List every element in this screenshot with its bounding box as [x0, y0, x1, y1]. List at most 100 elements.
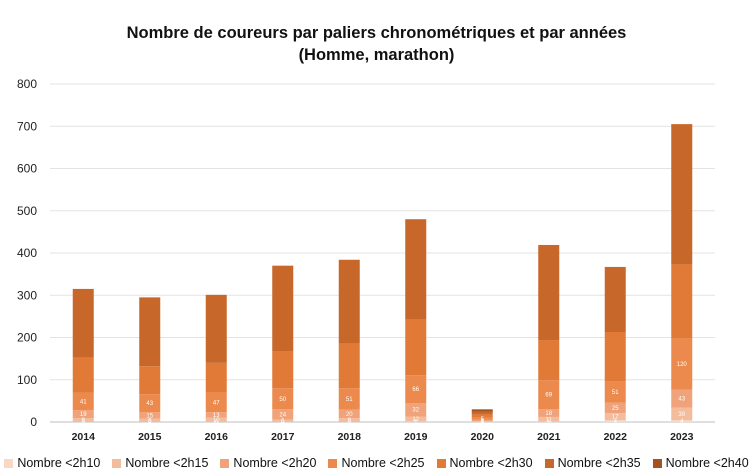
legend-swatch — [436, 458, 446, 468]
data-label: 0 — [82, 420, 86, 426]
bar-segment-2020-5 — [471, 411, 493, 415]
bar-segment-2023-0 — [671, 420, 693, 422]
bar-segment-2016-1 — [205, 417, 227, 422]
data-label: 43 — [146, 401, 153, 407]
bar-segment-2016-5 — [205, 294, 227, 363]
data-label: 17 — [612, 415, 619, 421]
data-label: 25 — [612, 406, 619, 412]
bar-segment-2021-1 — [538, 416, 560, 422]
legend-label: Nombre <2h20 — [233, 456, 317, 470]
data-label: 6 — [281, 419, 285, 425]
legend-label: Nombre <2h10 — [17, 456, 101, 470]
legend-swatch — [544, 458, 554, 468]
legend-item: Nombre <2h25 — [328, 456, 425, 470]
bar-segment-2015-3 — [139, 394, 161, 413]
legend-label: Nombre <2h30 — [449, 456, 533, 470]
data-label: 30 — [678, 412, 685, 418]
bar-segment-2020-4 — [471, 414, 493, 418]
bar-segment-2014-4 — [72, 357, 94, 393]
bar-segment-2022-2 — [604, 402, 626, 414]
legend-swatch — [328, 458, 338, 468]
y-tick-label: 300 — [17, 288, 37, 302]
legend-item: Nombre <2h20 — [220, 456, 316, 470]
data-label: 41 — [80, 400, 87, 406]
bar-segment-2016-4 — [205, 362, 227, 393]
bar-segment-2014-5 — [72, 288, 94, 358]
chart-title-line-2: (Homme, marathon) — [298, 46, 455, 64]
data-label: 9 — [348, 418, 352, 424]
data-label: 0 — [281, 420, 285, 426]
data-label: 69 — [545, 393, 552, 399]
bar-segment-2022-5 — [604, 266, 626, 333]
x-category-label: 2018 — [338, 431, 362, 443]
data-label: 0 — [348, 420, 352, 426]
bar-segment-2019-4 — [405, 319, 427, 376]
legend-swatch — [652, 458, 662, 468]
x-category-label: 2020 — [471, 431, 495, 443]
data-label: 11 — [546, 417, 553, 423]
bar-segment-2015-5 — [139, 297, 161, 367]
legend-label: Nombre <2h40 — [665, 456, 749, 470]
legend-item: Nombre <2h40 — [652, 456, 749, 470]
legend-label: Nombre <2h35 — [557, 456, 641, 470]
data-label: 5 — [481, 417, 485, 423]
bar-segment-2014-1 — [72, 418, 94, 422]
bar-segment-2019-2 — [405, 402, 427, 417]
data-label: 2 — [481, 420, 485, 426]
bar-segment-2021-5 — [538, 244, 560, 341]
bar-segment-2017-4 — [272, 351, 294, 389]
legend-item: Nombre <2h30 — [436, 456, 533, 470]
bar-segment-2016-2 — [205, 412, 227, 418]
data-label: 18 — [545, 411, 552, 417]
y-tick-label: 0 — [30, 415, 37, 429]
legend-swatch — [4, 458, 14, 468]
bar-segment-2018-5 — [338, 259, 360, 344]
chart-title: Nombre de coureurs par paliers chronomét… — [0, 22, 753, 66]
x-category-label: 2021 — [537, 431, 561, 443]
y-tick-label: 400 — [17, 246, 37, 260]
bar-segment-2022-4 — [604, 332, 626, 382]
x-category-label: 2022 — [604, 431, 628, 443]
x-category-label: 2016 — [205, 431, 229, 443]
bar-segment-2020-6 — [471, 409, 493, 412]
data-label: 4 — [680, 419, 684, 425]
bar-segment-2019-3 — [405, 375, 427, 403]
bar-segment-2020-2 — [471, 419, 493, 422]
data-label: 47 — [213, 400, 220, 406]
bar-segment-2014-3 — [72, 392, 94, 411]
data-label: 19 — [80, 412, 87, 418]
bar-segment-2023-2 — [671, 389, 693, 408]
bar-segment-2023-4 — [671, 264, 693, 339]
x-category-label: 2014 — [72, 431, 96, 443]
bar-segment-2023-3 — [671, 338, 693, 390]
x-category-label: 2017 — [271, 431, 295, 443]
bar-segment-2016-3 — [205, 392, 227, 413]
chart-title-line-1: Nombre de coureurs par paliers chronomét… — [126, 24, 627, 42]
data-label: 43 — [678, 397, 685, 403]
legend-swatch — [220, 458, 230, 468]
x-category-label: 2019 — [404, 431, 428, 443]
data-label: 1 — [547, 420, 551, 426]
bar-segment-2021-4 — [538, 340, 560, 381]
bar-segment-2022-3 — [604, 381, 626, 403]
bar-segment-2018-3 — [338, 388, 360, 410]
data-label: 50 — [279, 397, 286, 403]
y-tick-label: 700 — [17, 119, 37, 133]
data-label: 51 — [612, 390, 619, 396]
data-label: 9 — [82, 418, 86, 424]
y-tick-label: 100 — [17, 373, 37, 387]
bar-segment-2015-4 — [139, 366, 161, 395]
bar-segment-2021-3 — [538, 380, 560, 410]
bar-segment-2017-1 — [272, 419, 294, 422]
bar-segment-2018-1 — [338, 418, 360, 422]
data-label: 0 — [481, 420, 485, 426]
data-label: 10 — [213, 418, 220, 424]
bar-segment-2017-5 — [272, 265, 294, 352]
data-label: 0 — [215, 420, 219, 426]
x-category-label: 2023 — [670, 431, 694, 443]
data-label: 8 — [148, 418, 152, 424]
y-tick-label: 600 — [17, 162, 37, 176]
legend-item: Nombre <2h15 — [112, 456, 208, 470]
y-tick-label: 500 — [17, 204, 37, 218]
